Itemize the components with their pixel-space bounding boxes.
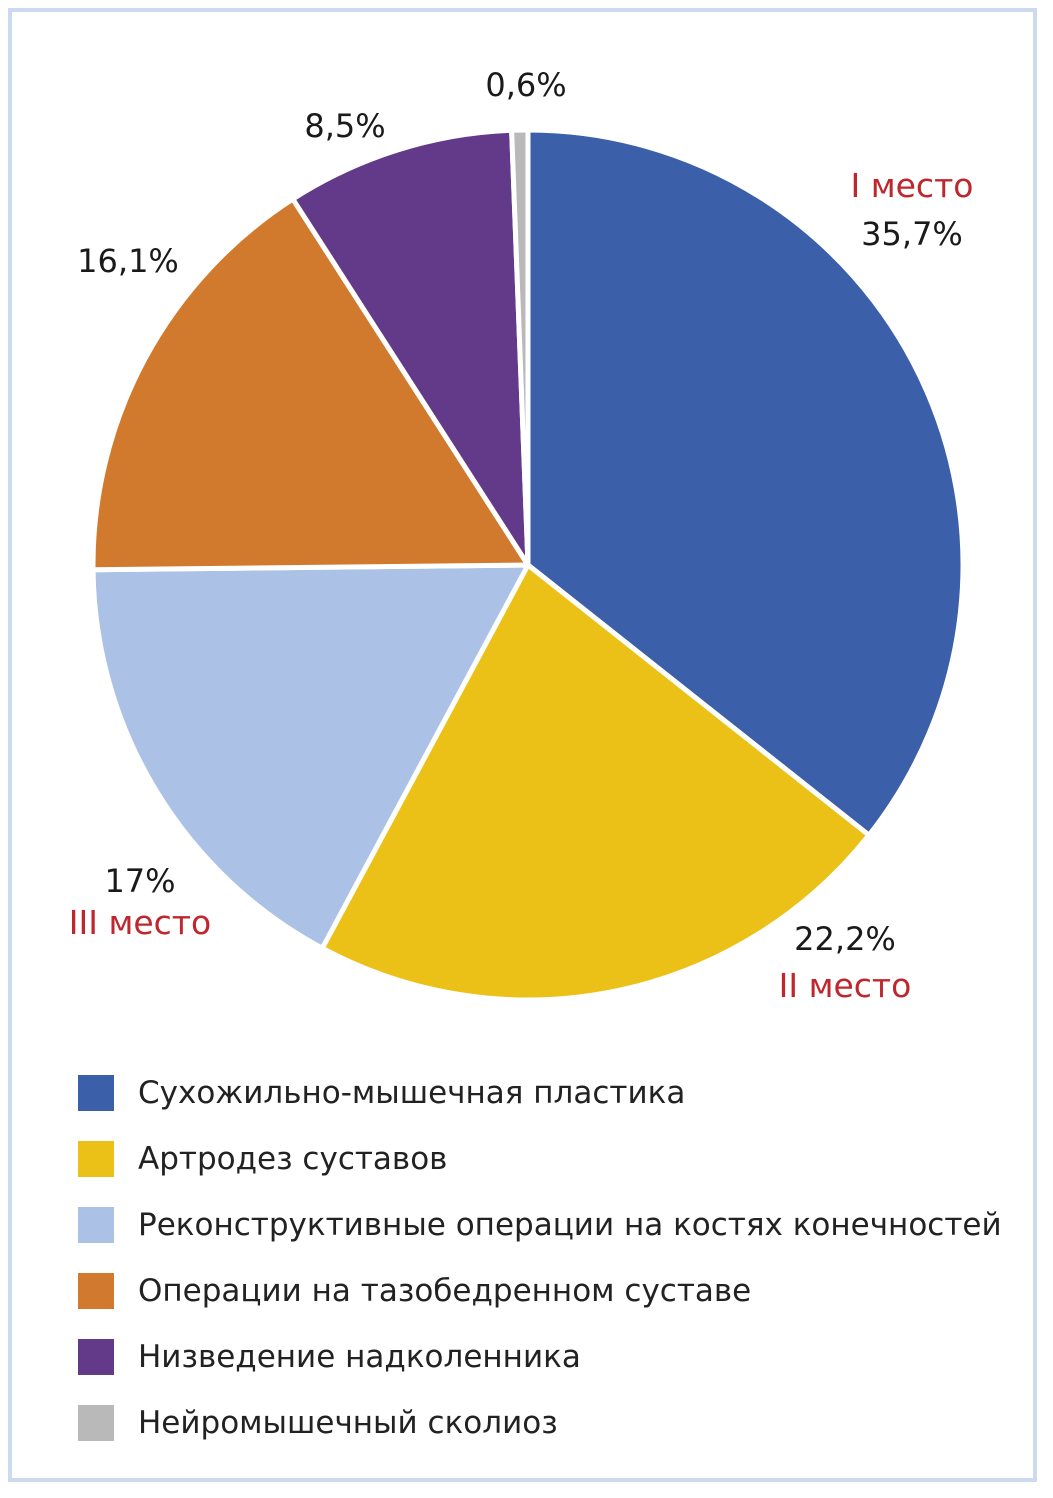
legend-label: Артродез суставов: [138, 1141, 448, 1177]
pie-slices: [90, 127, 966, 1003]
slice-value-label: 16,1%: [77, 242, 179, 280]
pie-slice: [525, 127, 966, 838]
pie-slice: [90, 562, 531, 951]
legend-label: Реконструктивные операции на костях коне…: [138, 1207, 1002, 1243]
legend-swatch: [78, 1141, 114, 1177]
pie-slice: [90, 196, 531, 573]
legend-item: Реконструктивные операции на костях коне…: [78, 1192, 1038, 1258]
pie-slice: [290, 127, 531, 568]
legend-item: Сухожильно-мышечная пластика: [78, 1060, 1038, 1126]
legend-swatch: [78, 1339, 114, 1375]
slice-value-label: 35,7%: [861, 215, 963, 253]
legend-item: Артродез суставов: [78, 1126, 1038, 1192]
legend-label: Низведение надколенника: [138, 1339, 581, 1375]
legend-label: Нейромышечный сколиоз: [138, 1405, 558, 1441]
slice-rank-label: I место: [851, 166, 974, 205]
pie-slice: [319, 562, 872, 1003]
legend-item: Операции на тазобедренном суставе: [78, 1258, 1038, 1324]
slice-rank-label: II место: [779, 966, 912, 1005]
legend: Сухожильно-мышечная пластика Артродез сус…: [78, 1060, 1038, 1456]
slice-value-label: 22,2%: [794, 920, 896, 958]
legend-swatch: [78, 1405, 114, 1441]
slice-value-label: 8,5%: [304, 107, 385, 145]
legend-swatch: [78, 1075, 114, 1111]
pie-chart: 35,7% I место 22,2% II место 17%III место 16,…: [69, 66, 974, 1005]
legend-item: Низведение надколенника: [78, 1324, 1038, 1390]
legend-swatch: [78, 1207, 114, 1243]
slice-value-label: 0,6%: [485, 66, 566, 104]
legend-item: Нейромышечный сколиоз: [78, 1390, 1038, 1456]
slice-value-label: 17%: [104, 862, 175, 900]
pie-slice: [509, 127, 531, 568]
slice-rank-label: III место: [69, 903, 211, 942]
legend-swatch: [78, 1273, 114, 1309]
legend-label: Операции на тазобедренном суставе: [138, 1273, 752, 1309]
legend-label: Сухожильно-мышечная пластика: [138, 1075, 686, 1111]
pie-labels: 35,7% I место 22,2% II место 17%III место 16,…: [69, 66, 974, 1005]
